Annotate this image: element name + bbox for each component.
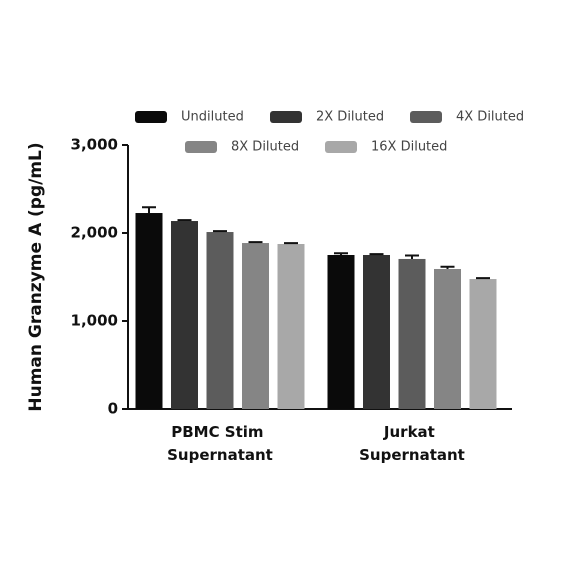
legend-swatch xyxy=(270,111,302,123)
y-tick-label: 0 xyxy=(108,400,118,418)
y-tick-label: 3,000 xyxy=(71,136,118,154)
y-axis-title: Human Granzyme A (pg/mL) xyxy=(26,142,46,411)
error-bar xyxy=(334,252,348,255)
x-tick-label: Jurkat Supernatant xyxy=(359,423,465,464)
legend-swatch xyxy=(185,141,217,153)
bar xyxy=(327,255,355,409)
bar xyxy=(171,221,198,409)
bar xyxy=(469,279,497,409)
y-tick-label: 1,000 xyxy=(71,312,118,330)
error-bar xyxy=(213,230,227,233)
bar xyxy=(434,268,461,409)
error-bar xyxy=(142,206,156,214)
error-bar xyxy=(284,242,298,245)
legend-swatch xyxy=(410,111,442,123)
error-bar xyxy=(405,254,419,259)
bar xyxy=(277,244,305,409)
bar xyxy=(135,213,163,409)
legend-label: 2X Diluted xyxy=(316,110,384,125)
bar xyxy=(206,232,234,409)
bar xyxy=(363,255,390,409)
error-bar xyxy=(248,241,263,244)
legend-label: 16X Diluted xyxy=(371,140,447,155)
x-tick-label: PBMC Stim Supernatant xyxy=(167,423,273,464)
error-bar xyxy=(476,277,490,280)
legend-label: Undiluted xyxy=(181,110,244,125)
legend-label: 8X Diluted xyxy=(231,140,299,155)
y-tick-label: 2,000 xyxy=(71,224,118,242)
bar xyxy=(398,258,426,409)
error-bar xyxy=(177,219,192,222)
legend-swatch xyxy=(325,141,357,153)
bar xyxy=(242,243,269,409)
legend-swatch xyxy=(135,111,167,123)
error-bar xyxy=(369,253,384,256)
error-bar xyxy=(440,265,455,269)
legend-label: 4X Diluted xyxy=(456,110,524,125)
